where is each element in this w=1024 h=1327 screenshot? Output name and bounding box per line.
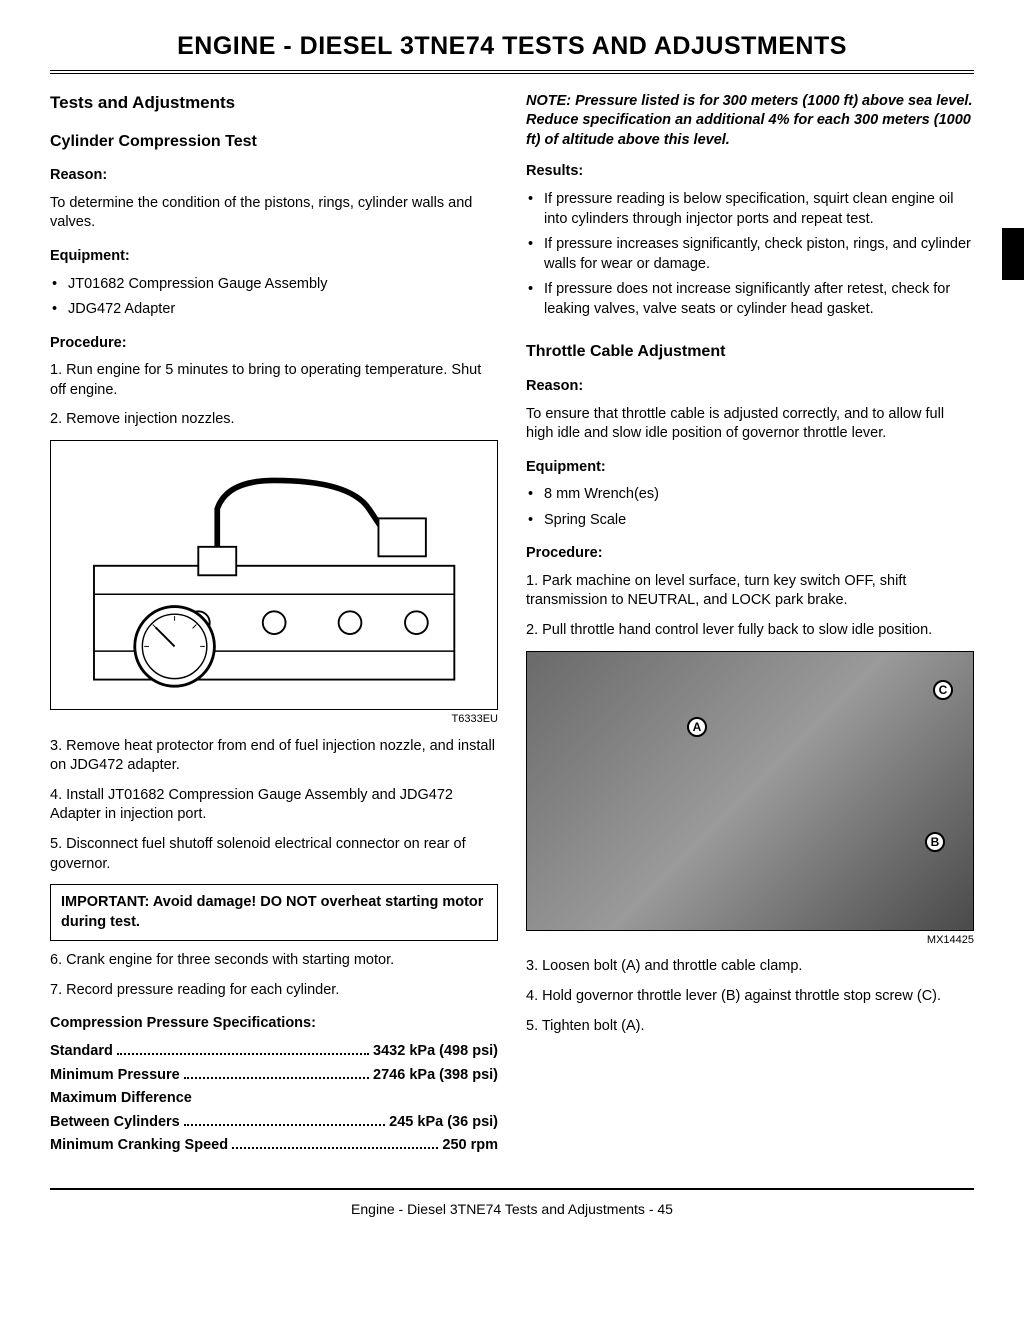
procedure-step: 1. Run engine for 5 minutes to bring to … <box>50 361 498 400</box>
spec-label: Standard <box>50 1042 113 1062</box>
reason-label: Reason: <box>50 166 498 186</box>
callout-a: A <box>687 717 707 737</box>
callout-c: C <box>933 680 953 700</box>
procedure-step: 6. Crank engine for three seconds with s… <box>50 951 498 971</box>
figure-caption: MX14425 <box>526 933 974 948</box>
left-column: Tests and Adjustments Cylinder Compressi… <box>50 92 498 1160</box>
spec-label: Between Cylinders <box>50 1113 180 1133</box>
equipment-label: Equipment: <box>526 458 974 478</box>
note-text: NOTE: Pressure listed is for 300 meters … <box>526 92 974 151</box>
equipment-list: 8 mm Wrench(es) Spring Scale <box>526 485 974 530</box>
spec-label: Minimum Cranking Speed <box>50 1136 228 1156</box>
procedure-step: 5. Disconnect fuel shutoff solenoid elec… <box>50 835 498 874</box>
procedure-step: 4. Install JT01682 Compression Gauge Ass… <box>50 786 498 825</box>
procedure-step: 2. Pull throttle hand control lever full… <box>526 621 974 641</box>
figure-caption: T6333EU <box>50 712 498 727</box>
throttle-heading: Throttle Cable Adjustment <box>526 341 974 363</box>
callout-b: B <box>925 832 945 852</box>
list-item: JDG472 Adapter <box>50 300 498 320</box>
procedure-step: 1. Park machine on level surface, turn k… <box>526 572 974 611</box>
procedure-step: 5. Tighten bolt (A). <box>526 1017 974 1037</box>
spec-label: Minimum Pressure <box>50 1066 180 1086</box>
footer-rule <box>50 1188 974 1190</box>
leader-dots <box>232 1138 438 1150</box>
spec-row: Minimum Cranking Speed 250 rpm <box>50 1136 498 1156</box>
procedure-label: Procedure: <box>50 334 498 354</box>
procedure-step: 4. Hold governor throttle lever (B) agai… <box>526 987 974 1007</box>
list-item: JT01682 Compression Gauge Assembly <box>50 275 498 295</box>
spec-value: 250 rpm <box>442 1136 498 1156</box>
page-footer: Engine - Diesel 3TNE74 Tests and Adjustm… <box>50 1200 974 1219</box>
right-column: NOTE: Pressure listed is for 300 meters … <box>526 92 974 1160</box>
throttle-photo-figure: A B C <box>526 651 974 931</box>
tests-adjustments-heading: Tests and Adjustments <box>50 92 498 115</box>
spec-value: 3432 kPa (498 psi) <box>373 1042 498 1062</box>
list-item: Spring Scale <box>526 511 974 531</box>
results-label: Results: <box>526 162 974 182</box>
leader-dots <box>117 1043 369 1055</box>
edge-tab <box>1002 228 1024 280</box>
spec-row: Between Cylinders 245 kPa (36 psi) <box>50 1113 498 1133</box>
list-item: If pressure does not increase significan… <box>526 280 974 319</box>
compression-test-heading: Cylinder Compression Test <box>50 131 498 153</box>
spec-heading: Compression Pressure Specifications: <box>50 1014 498 1034</box>
equipment-list: JT01682 Compression Gauge Assembly JDG47… <box>50 275 498 320</box>
reason-text: To ensure that throttle cable is adjuste… <box>526 405 974 444</box>
reason-label: Reason: <box>526 377 974 397</box>
procedure-step: 3. Loosen bolt (A) and throttle cable cl… <box>526 957 974 977</box>
spec-label: Maximum Difference <box>50 1089 498 1109</box>
spec-row: Standard 3432 kPa (498 psi) <box>50 1042 498 1062</box>
equipment-label: Equipment: <box>50 247 498 267</box>
list-item: If pressure increases significantly, che… <box>526 235 974 274</box>
list-item: 8 mm Wrench(es) <box>526 485 974 505</box>
reason-text: To determine the condition of the piston… <box>50 194 498 233</box>
compression-gauge-figure <box>50 440 498 710</box>
spec-row: Minimum Pressure 2746 kPa (398 psi) <box>50 1066 498 1086</box>
procedure-step: 7. Record pressure reading for each cyli… <box>50 981 498 1001</box>
two-column-layout: Tests and Adjustments Cylinder Compressi… <box>50 92 974 1160</box>
procedure-label: Procedure: <box>526 544 974 564</box>
gauge-diagram-icon <box>69 452 479 699</box>
results-list: If pressure reading is below specificati… <box>526 190 974 319</box>
procedure-step: 2. Remove injection nozzles. <box>50 410 498 430</box>
leader-dots <box>184 1067 369 1079</box>
important-callout: IMPORTANT: Avoid damage! DO NOT overheat… <box>50 884 498 941</box>
procedure-step: 3. Remove heat protector from end of fue… <box>50 737 498 776</box>
spec-value: 2746 kPa (398 psi) <box>373 1066 498 1086</box>
page-title: ENGINE - DIESEL 3TNE74 TESTS AND ADJUSTM… <box>50 30 974 70</box>
list-item: If pressure reading is below specificati… <box>526 190 974 229</box>
title-rule <box>50 70 974 74</box>
leader-dots <box>184 1114 385 1126</box>
spec-value: 245 kPa (36 psi) <box>389 1113 498 1133</box>
